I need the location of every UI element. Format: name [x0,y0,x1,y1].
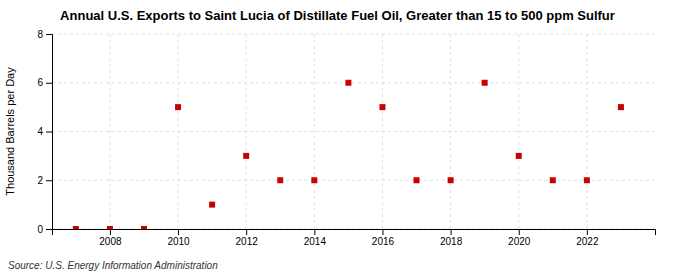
plot: 2008 2010 2012 2014 2016 2018 2020 2022 0 2 4 6 8 [37,29,655,247]
tick-mark [46,83,52,84]
annotation: Source: U.S. Energy Information Administ… [8,260,218,271]
tick-mark [587,229,588,235]
grid-line [52,131,655,132]
grid-line [52,180,655,181]
tick-mark [178,229,179,235]
tick: 2022 [576,229,599,247]
y-axis: 0 2 4 6 8 [37,29,52,235]
tick: 2016 [372,229,395,247]
tick: 0 [37,224,52,235]
point [277,177,283,183]
tick-label: 2012 [236,236,259,247]
point [516,153,522,159]
chart: 2008 2010 2012 2014 2016 2018 2020 2022 0 2 4 6 8 Tho… [0,0,675,275]
tick-label: 2018 [440,236,463,247]
tick-mark [46,229,52,230]
grid [52,34,655,229]
tick-label: 2016 [372,236,395,247]
tick: 2008 [99,229,122,247]
tick-label: 6 [37,77,43,88]
tick-label: 4 [37,126,43,137]
points [73,80,624,229]
point [550,177,556,183]
tick-mark [46,180,52,181]
grid-line [52,82,655,83]
grid-line [52,34,655,35]
point [311,177,317,183]
title: Annual U.S. Exports to Saint Lucia of Di… [60,8,615,23]
tick-label: 2010 [167,236,190,247]
axis-line [46,35,53,230]
tick: 6 [37,77,52,88]
point [107,226,113,229]
tick-label: 2022 [576,236,599,247]
tick-label: 0 [37,224,43,235]
tick-mark [46,132,52,133]
point [141,226,147,229]
point [414,177,420,183]
y-axis-title: Thousand Barrels per Day [4,67,16,196]
grid-line [109,34,110,229]
tick: 2018 [440,229,463,247]
tick-label: 2 [37,175,43,186]
tick: 8 [37,29,52,40]
tick-label: 2014 [304,236,327,247]
tick: 4 [37,126,52,137]
axis-line [53,230,656,236]
tick-mark [382,229,383,235]
tick-mark [246,229,247,235]
point [243,153,249,159]
tick-mark [519,229,520,235]
tick-mark [110,229,111,235]
point [482,80,488,86]
tick-label: 2008 [99,236,122,247]
point [448,177,454,183]
point [584,177,590,183]
grid-line [314,34,315,229]
point [345,80,351,86]
tick: 2014 [304,229,327,247]
tick: 2020 [508,229,531,247]
grid-line [518,34,519,229]
tick-label: 2020 [508,236,531,247]
point [379,104,385,110]
tick-mark [451,229,452,235]
tick-label: 8 [37,29,43,40]
tick: 2010 [167,229,190,247]
tick: 2 [37,175,52,186]
point [175,104,181,110]
tick: 2012 [236,229,259,247]
point [209,202,215,208]
point [618,104,624,110]
tick-mark [46,34,52,35]
tick-mark [314,229,315,235]
point [73,226,79,229]
x-axis: 2008 2010 2012 2014 2016 2018 2020 2022 [53,229,656,247]
